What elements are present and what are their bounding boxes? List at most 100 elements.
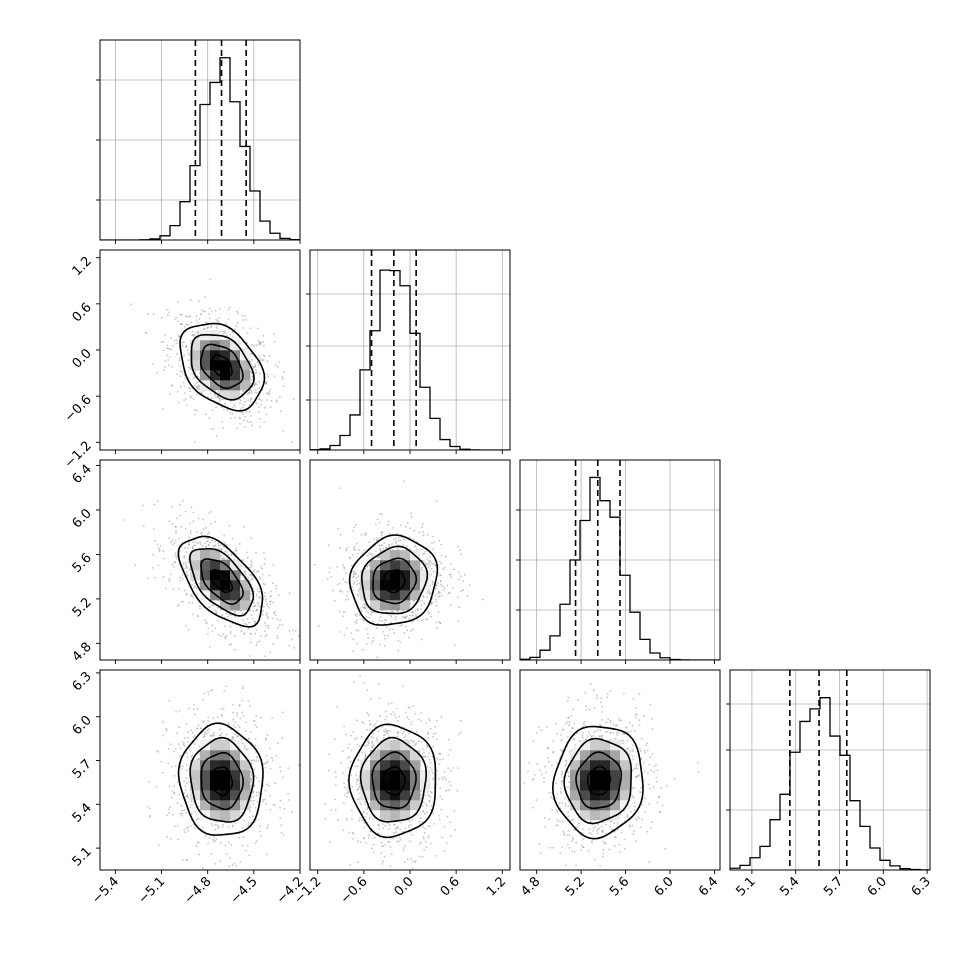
density-cell <box>240 580 251 591</box>
scatter-point <box>423 751 425 754</box>
density-cell <box>220 390 231 401</box>
scatter-point <box>185 789 187 791</box>
scatter-point <box>376 737 378 740</box>
scatter-point <box>226 551 228 554</box>
scatter-point <box>258 596 260 599</box>
scatter-point <box>352 575 355 577</box>
scatter-point <box>459 719 462 722</box>
scatter-point <box>420 719 422 722</box>
scatter-point <box>438 818 441 821</box>
scatter-point <box>197 841 200 844</box>
scatter-point <box>253 570 256 573</box>
scatter-panel-3-2 <box>522 683 700 867</box>
scatter-point <box>398 715 401 718</box>
density-cell <box>200 370 211 381</box>
scatter-point <box>185 723 188 726</box>
scatter-point <box>365 628 368 631</box>
scatter-point <box>188 536 191 538</box>
scatter-point <box>396 610 399 613</box>
scatter-point <box>422 595 424 597</box>
scatter-point <box>436 593 439 595</box>
scatter-point <box>246 393 249 396</box>
scatter-point <box>274 364 277 366</box>
scatter-point <box>350 774 353 777</box>
scatter-point <box>152 553 155 556</box>
scatter-point <box>428 799 431 802</box>
scatter-point <box>389 846 392 848</box>
scatter-point <box>241 411 244 414</box>
scatter-point <box>392 823 395 826</box>
scatter-point <box>367 607 369 609</box>
scatter-point <box>193 827 196 829</box>
scatter-point <box>430 615 433 618</box>
scatter-point <box>173 542 176 544</box>
scatter-point <box>261 359 264 362</box>
scatter-point <box>570 715 572 717</box>
scatter-point <box>195 531 198 533</box>
scatter-point <box>232 736 234 739</box>
scatter-point <box>349 863 352 866</box>
scatter-point <box>337 527 339 530</box>
density-cell <box>400 550 411 561</box>
scatter-point <box>256 801 259 803</box>
scatter-point <box>355 523 357 526</box>
scatter-point <box>184 345 187 348</box>
scatter-point <box>190 756 193 758</box>
scatter-point <box>411 614 414 617</box>
scatter-point <box>234 733 237 736</box>
scatter-point <box>266 360 269 363</box>
scatter-point <box>360 610 363 612</box>
scatter-point <box>255 791 258 794</box>
scatter-point <box>259 342 262 344</box>
scatter-point <box>252 344 255 347</box>
scatter-point <box>377 683 380 685</box>
scatter-point <box>376 622 379 625</box>
scatter-point <box>628 721 631 724</box>
scatter-point <box>539 852 542 855</box>
scatter-point <box>230 843 233 846</box>
scatter-point <box>216 396 219 398</box>
scatter-point <box>189 387 192 390</box>
scatter-point <box>365 666 367 668</box>
scatter-point <box>211 310 213 313</box>
density-cell <box>240 800 251 811</box>
scatter-point <box>440 574 442 577</box>
scatter-point <box>381 531 384 533</box>
scatter-point <box>351 786 354 788</box>
scatter-point <box>250 343 253 346</box>
scatter-point <box>186 756 189 759</box>
scatter-point <box>174 525 177 528</box>
scatter-point <box>384 728 387 730</box>
scatter-point <box>203 693 206 695</box>
scatter-point <box>256 755 259 758</box>
scatter-point <box>379 513 382 515</box>
scatter-point <box>338 610 341 613</box>
density-cell <box>400 590 411 601</box>
scatter-point <box>245 730 247 732</box>
scatter-point <box>215 435 218 438</box>
scatter-point <box>365 744 367 747</box>
scatter-point <box>228 306 231 309</box>
scatter-point <box>441 778 444 780</box>
scatter-point <box>356 593 359 596</box>
scatter-point <box>449 573 452 576</box>
scatter-point <box>258 640 261 643</box>
scatter-point <box>411 818 414 821</box>
scatter-point <box>215 325 218 327</box>
scatter-point <box>254 738 257 740</box>
scatter-point <box>218 396 221 399</box>
density-cell <box>390 580 401 591</box>
scatter-point <box>343 566 345 569</box>
scatter-point <box>193 743 196 745</box>
scatter-point <box>435 584 438 587</box>
scatter-point <box>377 536 379 539</box>
scatter-point <box>170 573 173 576</box>
scatter-point <box>359 674 362 677</box>
density-cell <box>360 580 371 591</box>
contour-1-0-2 <box>190 333 255 401</box>
scatter-point <box>211 733 214 736</box>
scatter-point <box>169 806 171 808</box>
scatter-point <box>395 831 397 834</box>
scatter-point <box>189 806 192 808</box>
scatter-point <box>253 568 256 571</box>
